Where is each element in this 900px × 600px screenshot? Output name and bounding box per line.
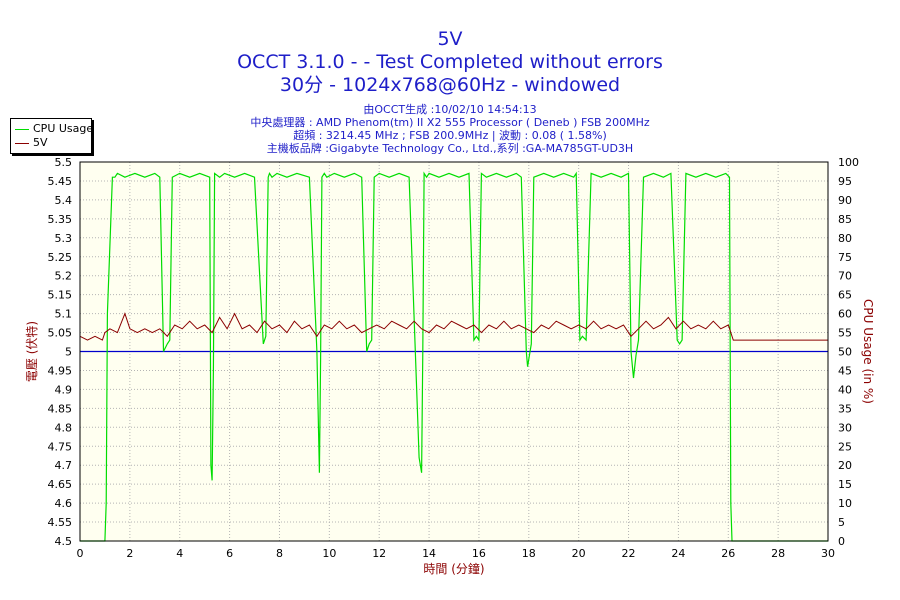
y-tick-label: 4.75	[48, 440, 73, 453]
y2-tick-label: 0	[838, 535, 845, 548]
y2-tick-label: 45	[838, 364, 852, 377]
y2-tick-label: 90	[838, 194, 852, 207]
y-tick-label: 5.15	[48, 289, 73, 302]
y-tick-label: 5	[65, 346, 72, 359]
y-tick-label: 4.7	[55, 459, 73, 472]
x-axis-title: 時間 (分鐘)	[423, 561, 484, 576]
y-tick-label: 4.55	[48, 516, 73, 529]
chart-title: 5V	[437, 28, 463, 50]
y-tick-label: 5.35	[48, 213, 73, 226]
info-frequency: 超頻 : 3214.45 MHz ; FSB 200.9MHz | 波動 : 0…	[293, 129, 607, 142]
x-tick-label: 28	[771, 547, 785, 560]
y2-tick-label: 25	[838, 440, 852, 453]
y2-tick-label: 10	[838, 497, 852, 510]
series-line-cpu-usage	[80, 171, 828, 542]
x-tick-label: 24	[671, 547, 685, 560]
x-tick-label: 30	[821, 547, 835, 560]
legend-swatch-5v	[15, 142, 29, 144]
info-cpu: 中央處理器 : AMD Phenom(tm) II X2 555 Process…	[250, 116, 650, 129]
legend-label-cpu-usage: CPU Usage	[33, 122, 94, 135]
plot-border	[79, 161, 829, 542]
x-tick-label: 20	[572, 547, 586, 560]
info-motherboard: 主機板品牌 :Gigabyte Technology Co., Ltd.,系列 …	[266, 142, 634, 155]
info-generated: 由OCCT生成 :10/02/10 14:54:13	[363, 103, 537, 116]
y-tick-label: 4.95	[48, 364, 73, 377]
y2-tick-label: 15	[838, 478, 852, 491]
legend-item-5v: 5V	[15, 136, 48, 149]
y2-tick-label: 85	[838, 213, 852, 226]
x-tick-label: 4	[176, 547, 183, 560]
y-tick-label: 5.45	[48, 175, 73, 188]
y-tick-label: 4.5	[55, 535, 73, 548]
y2-tick-label: 65	[838, 289, 852, 302]
x-tick-label: 16	[472, 547, 486, 560]
y-tick-label: 4.85	[48, 402, 73, 415]
y-tick-label: 5.4	[55, 194, 73, 207]
x-tick-label: 14	[422, 547, 436, 560]
y2-axis-title: CPU Usage (in %)	[861, 299, 875, 404]
x-tick-label: 6	[226, 547, 233, 560]
x-tick-label: 26	[721, 547, 735, 560]
y-tick-label: 5.25	[48, 251, 73, 264]
y2-tick-label: 5	[838, 516, 845, 529]
x-tick-label: 18	[522, 547, 536, 560]
y-tick-label: 5.05	[48, 327, 73, 340]
y2-tick-label: 50	[838, 346, 852, 359]
chart-subtitle-mode: 30分 - 1024x768@60Hz - windowed	[279, 74, 621, 96]
y-tick-label: 5.3	[55, 232, 73, 245]
legend: CPU Usage 5V	[10, 118, 93, 154]
y2-tick-label: 75	[838, 251, 852, 264]
y-tick-label: 4.9	[55, 383, 73, 396]
legend-swatch-cpu-usage	[15, 128, 29, 130]
y-tick-label: 5.5	[55, 156, 73, 169]
y2-tick-label: 20	[838, 459, 852, 472]
y-tick-label: 5.2	[55, 270, 73, 283]
y-axis-title: 電壓 (伏特)	[24, 321, 39, 382]
y2-tick-label: 70	[838, 270, 852, 283]
x-tick-label: 12	[372, 547, 386, 560]
y-tick-label: 4.65	[48, 478, 73, 491]
x-tick-label: 2	[126, 547, 133, 560]
y-tick-label: 4.6	[55, 497, 73, 510]
y2-tick-label: 60	[838, 308, 852, 321]
x-tick-label: 22	[622, 547, 636, 560]
y2-tick-label: 95	[838, 175, 852, 188]
x-tick-label: 10	[322, 547, 336, 560]
legend-item-cpu-usage: CPU Usage	[15, 122, 93, 135]
y2-tick-label: 80	[838, 232, 852, 245]
y-tick-label: 4.8	[55, 421, 73, 434]
x-tick-label: 0	[77, 547, 84, 560]
y2-tick-label: 40	[838, 383, 852, 396]
y2-tick-label: 35	[838, 402, 852, 415]
y-tick-label: 5.1	[55, 308, 73, 321]
y2-tick-label: 55	[838, 327, 852, 340]
y2-tick-label: 100	[838, 156, 859, 169]
legend-label-5v: 5V	[33, 136, 48, 149]
x-tick-label: 8	[276, 547, 283, 560]
series-line-5v	[79, 312, 828, 341]
chart-subtitle: OCCT 3.1.0 - - Test Completed without er…	[237, 51, 663, 73]
y2-tick-label: 30	[838, 421, 852, 434]
